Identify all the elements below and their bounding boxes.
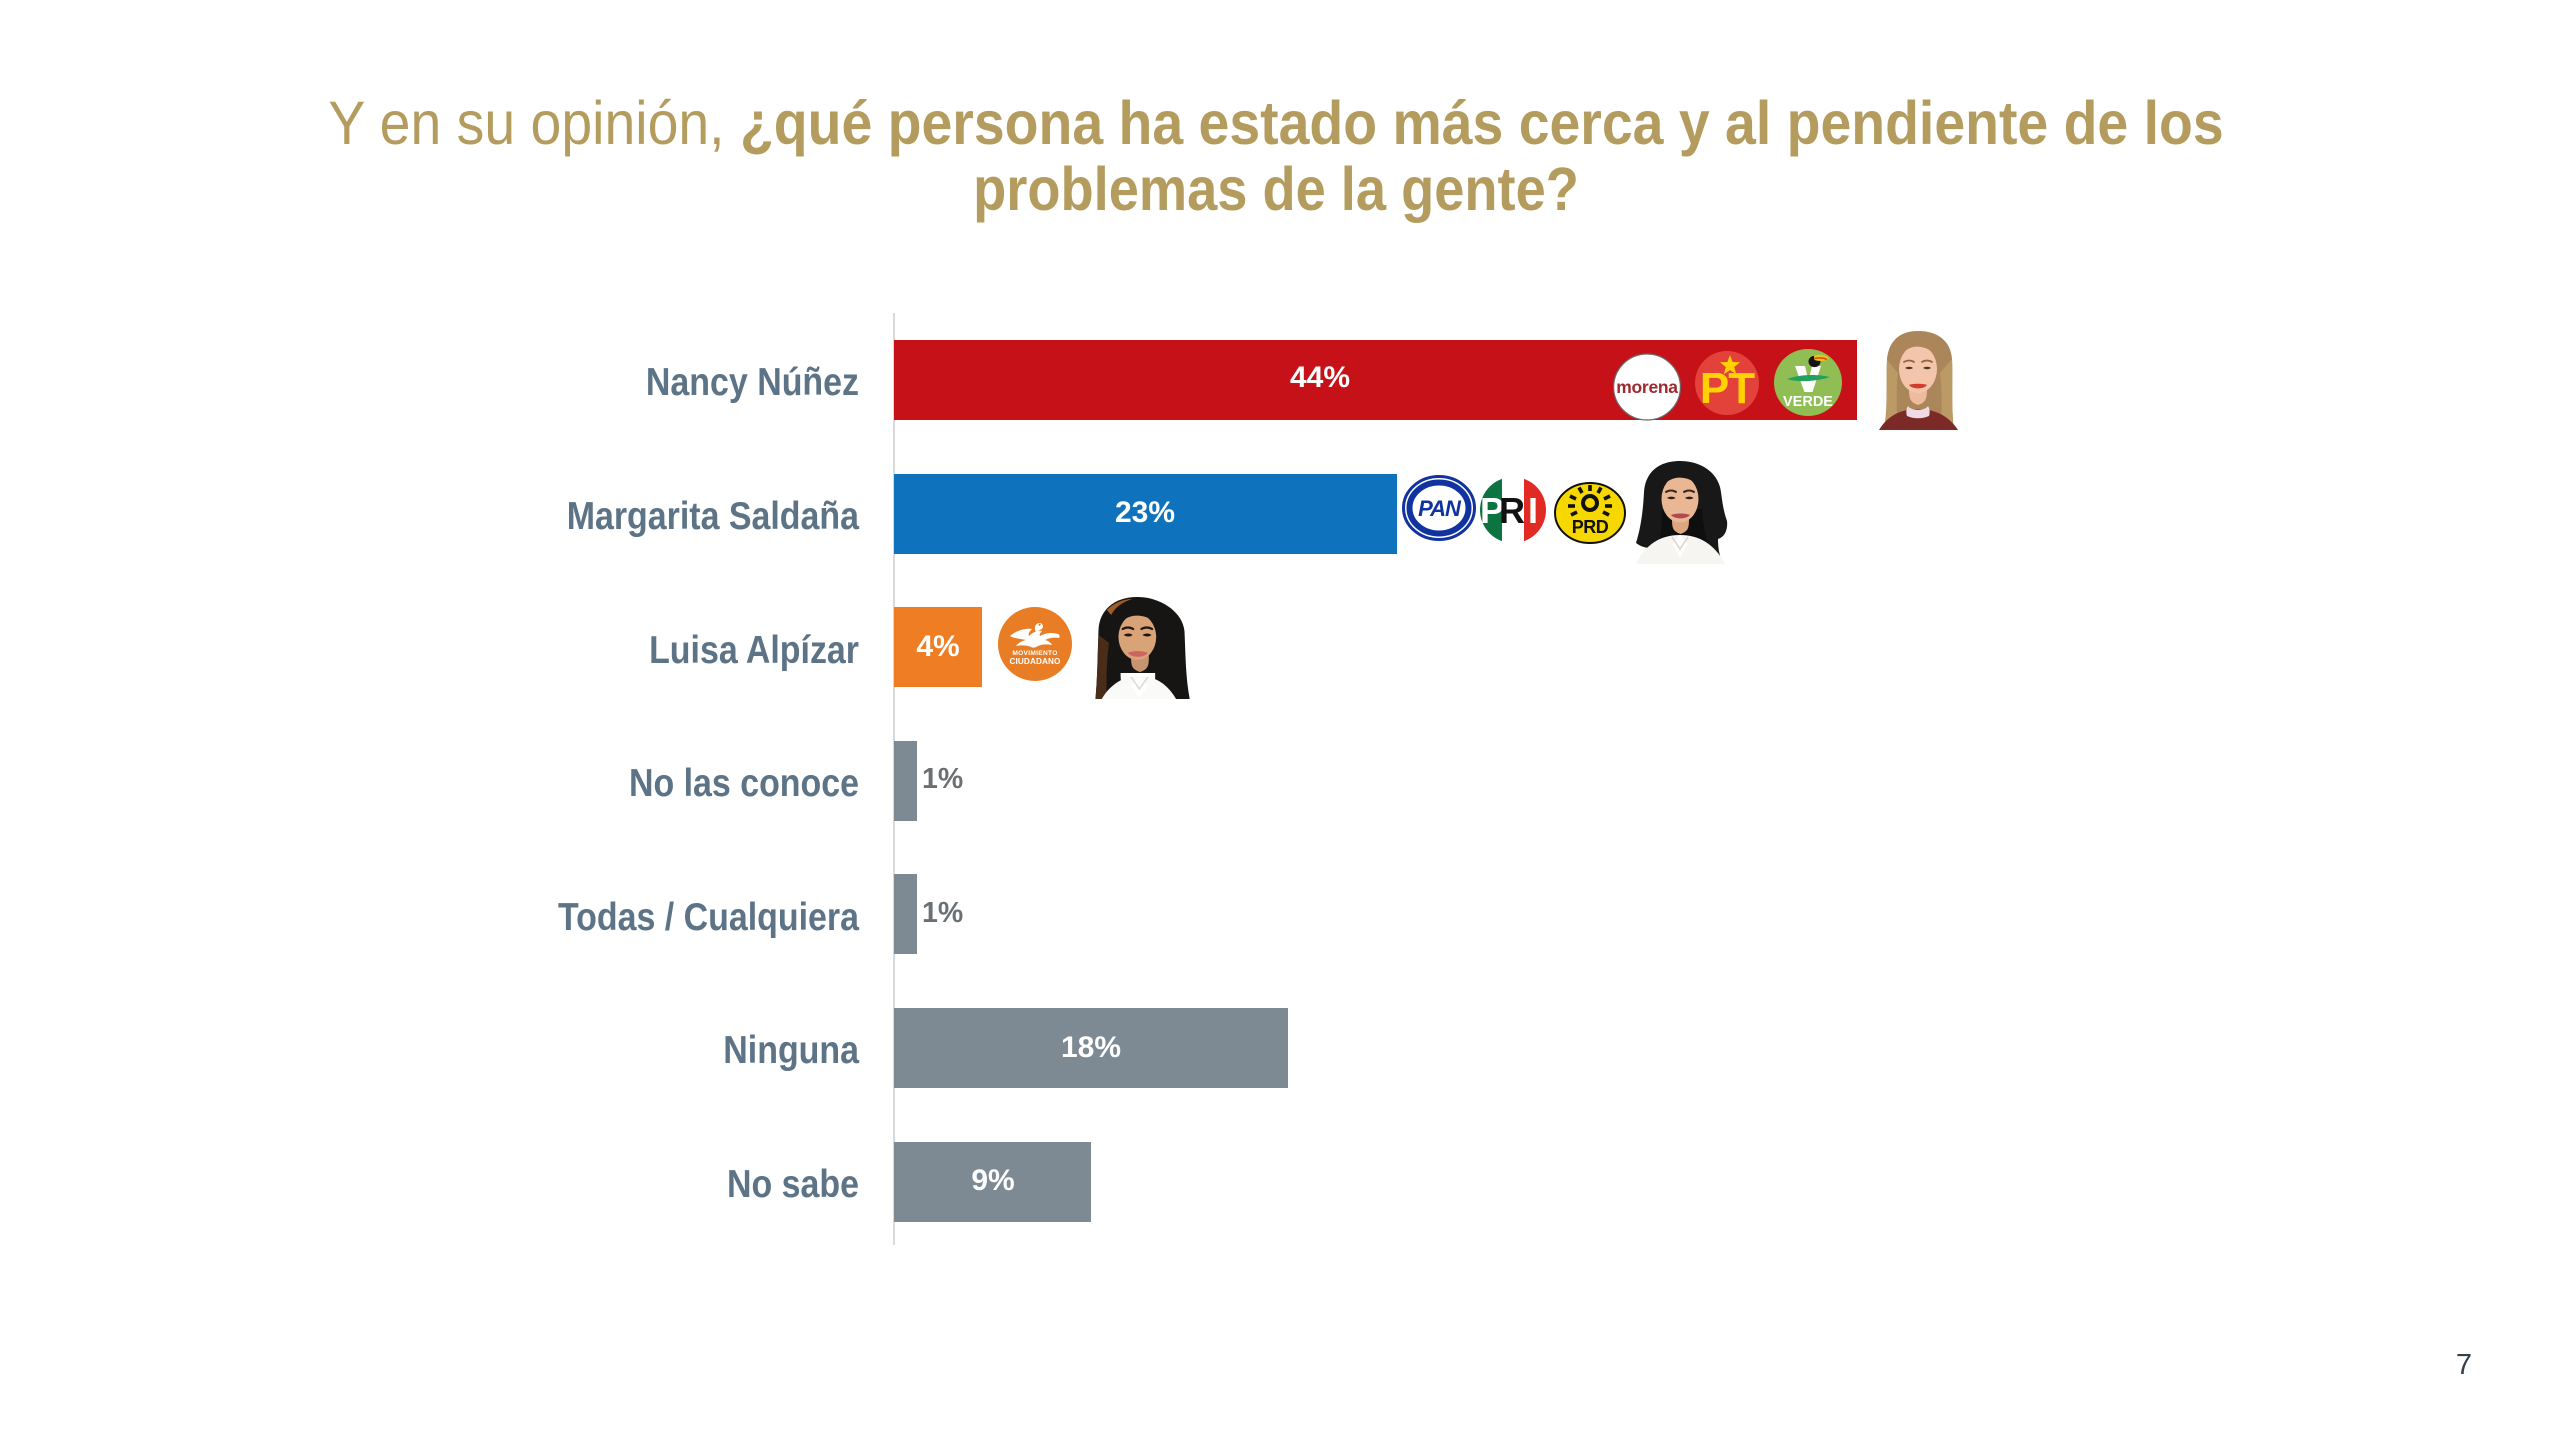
- svg-text:PRD: PRD: [1572, 517, 1609, 537]
- svg-text:CIUDADANO: CIUDADANO: [1010, 657, 1061, 666]
- svg-text:PT: PT: [1700, 364, 1755, 413]
- svg-text:P: P: [1480, 490, 1504, 531]
- svg-text:MOVIMIENTO: MOVIMIENTO: [1012, 650, 1057, 657]
- svg-text:VERDE: VERDE: [1783, 394, 1833, 410]
- svg-text:PAN: PAN: [1418, 496, 1462, 521]
- svg-text:R: R: [1499, 490, 1525, 531]
- svg-text:morena: morena: [1616, 377, 1678, 397]
- svg-text:I: I: [1528, 490, 1538, 531]
